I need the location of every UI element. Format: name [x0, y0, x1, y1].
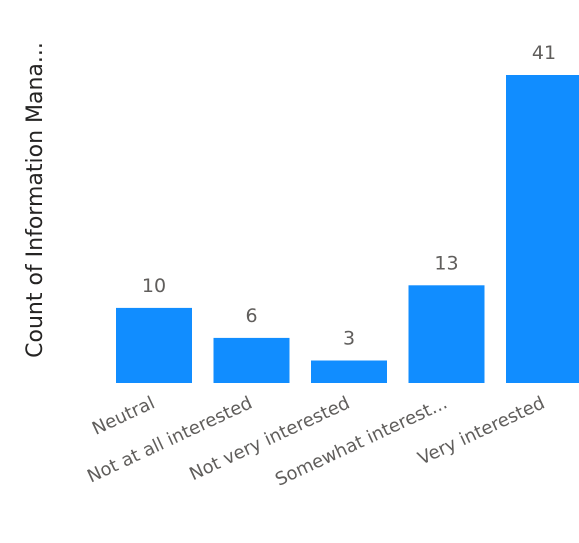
bars-group	[116, 75, 579, 383]
bar-4[interactable]	[506, 75, 579, 383]
x-tick-label-2: Not very interested	[186, 392, 353, 485]
bar-0[interactable]	[116, 307, 192, 383]
data-label-4: 41	[532, 42, 556, 64]
data-label-0: 10	[142, 275, 166, 297]
bar-3[interactable]	[408, 285, 485, 383]
data-labels-group: 10 6 3 13 41	[142, 42, 556, 350]
y-axis-label: Count of Information Mana...	[23, 42, 48, 358]
x-tick-label-0: Neutral	[89, 392, 158, 439]
x-tick-label-3: Somewhat interest...	[272, 392, 451, 490]
bar-1[interactable]	[213, 337, 290, 383]
data-label-2: 3	[343, 328, 355, 350]
data-label-3: 13	[434, 252, 458, 274]
data-label-1: 6	[245, 305, 257, 327]
x-tick-label-1: Not at all interested	[84, 392, 255, 487]
bar-2[interactable]	[311, 360, 387, 384]
